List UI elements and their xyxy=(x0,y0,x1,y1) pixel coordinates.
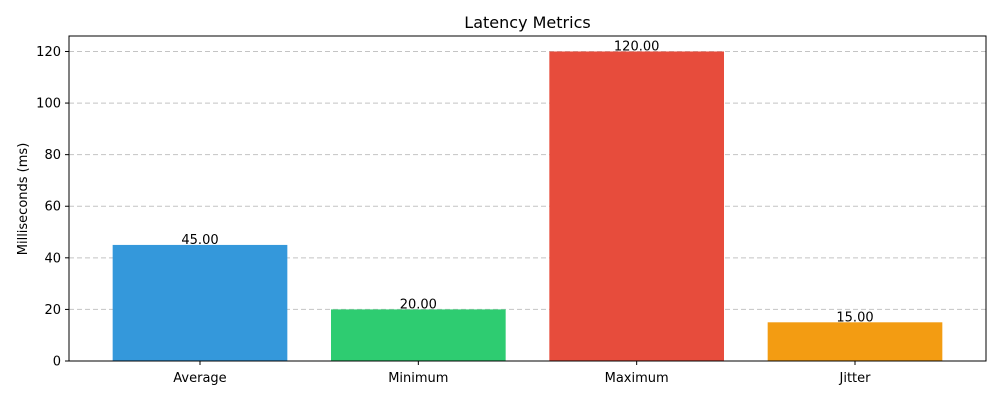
plot-frame xyxy=(68,35,987,362)
bar-maximum xyxy=(549,51,724,361)
y-tick-label: 100 xyxy=(36,97,61,112)
x-tick-label-average: Average xyxy=(173,371,226,386)
bar-average xyxy=(112,244,288,361)
x-tick-label-maximum: Maximum xyxy=(605,371,669,386)
y-tick-label: 40 xyxy=(44,251,61,266)
y-axis-label: Milliseconds (ms) xyxy=(16,143,31,256)
x-tick-label-jitter: Jitter xyxy=(839,371,872,386)
axes: 0 20 40 60 80 100 120 Average Minimum Maximum Jitt… xyxy=(36,35,987,386)
y-tick-label: 20 xyxy=(44,303,61,318)
bar-minimum xyxy=(331,309,506,361)
data-label-minimum: 20.00 xyxy=(400,297,437,312)
y-tick-label: 60 xyxy=(44,200,61,215)
bar-jitter xyxy=(767,322,943,361)
data-label-maximum: 120.00 xyxy=(614,39,660,54)
y-tick-label: 80 xyxy=(44,148,61,163)
y-tick-label: 0 xyxy=(53,355,61,370)
data-label-average: 45.00 xyxy=(181,233,218,248)
y-tick-label: 120 xyxy=(36,45,61,60)
data-labels: 45.00 20.00 120.00 15.00 xyxy=(181,39,873,325)
data-label-jitter: 15.00 xyxy=(836,310,873,325)
chart-title: Latency Metrics xyxy=(464,13,590,32)
bars xyxy=(112,51,943,361)
x-tick-label-minimum: Minimum xyxy=(388,371,448,386)
